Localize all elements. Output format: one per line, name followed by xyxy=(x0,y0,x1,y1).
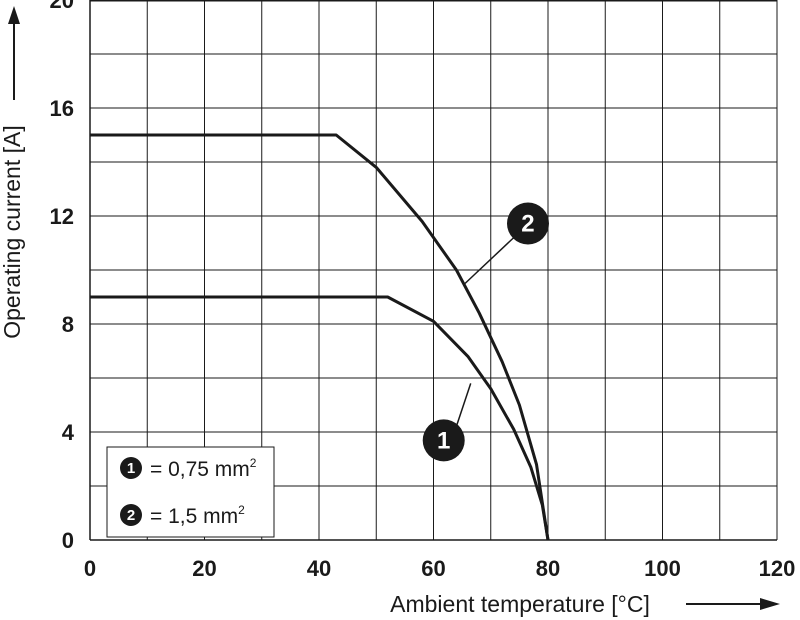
legend-superscript-2: 2 xyxy=(238,503,245,517)
x-tick-label: 120 xyxy=(759,556,796,581)
y-tick-label: 0 xyxy=(62,528,74,553)
y-axis-arrow xyxy=(8,6,20,100)
x-tick-label: 0 xyxy=(84,556,96,581)
legend-label-1: = 0,75 mm2 xyxy=(150,456,257,481)
series-line-1 xyxy=(90,295,550,541)
x-axis-arrow xyxy=(686,598,780,610)
leader-line-1 xyxy=(455,383,472,429)
x-tick-label: 100 xyxy=(644,556,681,581)
series-marker-label-1: 1 xyxy=(437,427,450,454)
y-tick-label: 16 xyxy=(50,96,74,121)
curves xyxy=(90,133,550,541)
legend-text-1: = 0,75 mm xyxy=(150,458,250,481)
legend: 1 = 0,75 mm2 2 = 1,5 mm2 xyxy=(106,446,275,538)
y-tick-label: 4 xyxy=(62,420,75,445)
legend-marker-label-1: 1 xyxy=(127,460,135,477)
legend-text-2: = 1,5 mm xyxy=(150,505,238,528)
series-marker-label-2: 2 xyxy=(521,211,534,238)
y-axis-title: Operating current [A] xyxy=(0,125,25,339)
legend-label-2: = 1,5 mm2 xyxy=(150,503,245,528)
series-marker-1 xyxy=(422,419,465,462)
x-axis-title: Ambient temperature [°C] xyxy=(390,591,650,617)
annotations: 21 xyxy=(422,202,549,462)
leader-line-2 xyxy=(464,234,517,285)
series-line-2 xyxy=(90,133,550,541)
legend-item-1: 1 = 0,75 mm2 xyxy=(120,456,257,481)
x-tick-label: 60 xyxy=(421,556,445,581)
y-tick-label: 12 xyxy=(50,204,74,229)
x-tick-label: 40 xyxy=(307,556,331,581)
legend-marker-label-2: 2 xyxy=(127,507,135,524)
legend-item-2: 2 = 1,5 mm2 xyxy=(120,503,245,528)
y-tick-label: 8 xyxy=(62,312,74,337)
x-tick-label: 20 xyxy=(192,556,216,581)
series-marker-2 xyxy=(506,202,549,245)
grid xyxy=(89,0,778,541)
legend-marker-2 xyxy=(120,504,142,526)
x-tick-label: 80 xyxy=(536,556,560,581)
y-tick-label: 20 xyxy=(50,0,74,13)
legend-marker-1 xyxy=(120,457,142,479)
legend-superscript-1: 2 xyxy=(250,456,257,470)
